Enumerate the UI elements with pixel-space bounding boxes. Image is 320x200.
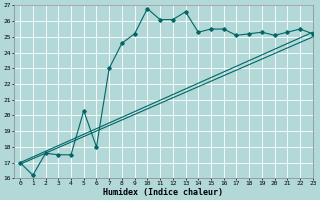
X-axis label: Humidex (Indice chaleur): Humidex (Indice chaleur)	[103, 188, 223, 197]
